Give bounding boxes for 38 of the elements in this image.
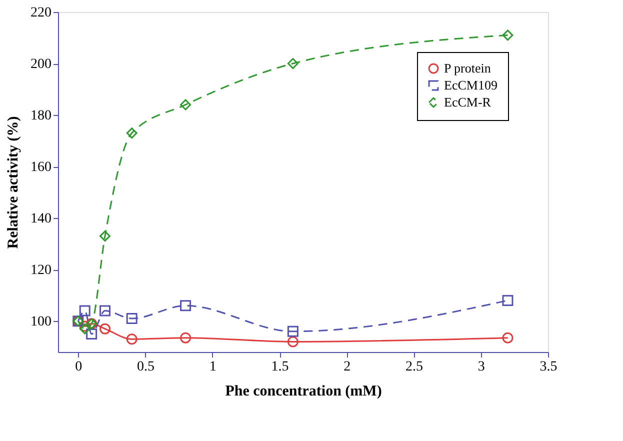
y-axis-title: Relative activity (%) [6,116,22,249]
x-tick-label: 0.5 [137,360,155,374]
point [99,323,110,334]
x-axis-title: Phe concentration (mM) [225,384,382,400]
point [126,128,138,139]
point [502,294,514,306]
x-tick-label: 0 [75,360,82,374]
x-tick-label: 1.5 [271,360,289,374]
point [180,300,192,312]
y-tick-label: 100 [30,314,52,330]
point [180,332,192,344]
y-tick-label: 220 [30,6,52,20]
x-tick-label: 3 [478,360,485,374]
point [287,326,298,337]
point [99,305,110,316]
point [502,30,514,41]
y-tick-label: 120 [30,263,52,278]
point [99,230,110,242]
legend-label: EcCM-R [444,94,492,110]
y-tick-label: 200 [30,57,52,72]
point [79,323,90,334]
point [86,328,98,340]
y-tick-label: 160 [30,160,52,176]
point [126,313,138,324]
legend-label: EcCM109 [444,78,498,92]
legend-label: P protein [444,60,492,76]
point [79,305,90,316]
point [287,58,298,70]
point [502,332,514,344]
x-tick-label: 3.5 [540,360,558,374]
point [180,99,192,110]
y-tick-label: 180 [30,108,52,124]
x-tick-label: 1 [209,360,216,374]
x-tick-label: 2 [344,360,351,374]
point [126,334,138,345]
y-tick-label: 140 [30,212,52,227]
point [287,336,298,348]
x-tick-label: 2.5 [406,360,424,374]
